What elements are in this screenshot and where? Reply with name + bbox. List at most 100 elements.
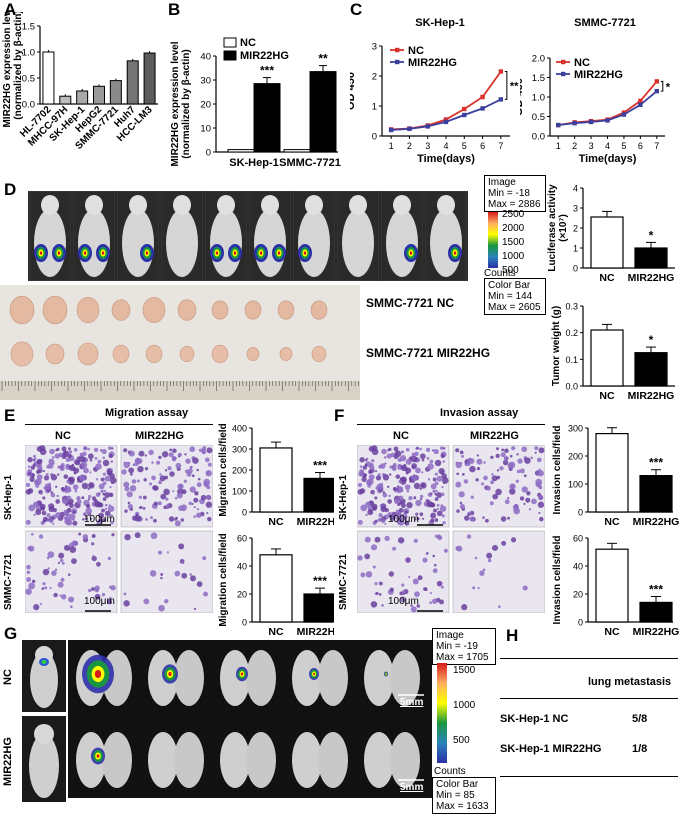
stained-cell: [495, 488, 502, 496]
g-mouse-mir22hg: [22, 716, 66, 802]
stained-cell: [523, 474, 527, 478]
stained-cell: [91, 587, 95, 591]
stained-cell: [496, 469, 500, 472]
bar: [590, 216, 624, 269]
stained-cell: [510, 483, 516, 489]
tumor: [244, 300, 262, 320]
luminescence-signal: [57, 251, 61, 255]
stained-cell: [61, 446, 67, 452]
stained-cell: [102, 459, 110, 467]
stained-cell: [197, 477, 201, 481]
lung-lobe: [220, 650, 250, 706]
stained-cell: [365, 513, 368, 517]
tumor: [211, 344, 229, 364]
migration-row-smmc7721: SMMC-7721: [3, 530, 21, 610]
g-scale-1: 5mm: [400, 697, 424, 708]
stained-cell: [89, 458, 93, 462]
stained-cell: [372, 492, 375, 495]
d-colorbar-bottom-max: Max = 2605: [488, 302, 541, 313]
stained-cell: [28, 472, 32, 476]
y-axis-label: Migration cells/field: [218, 533, 229, 626]
stained-cell: [104, 507, 108, 511]
stained-cell: [495, 453, 500, 459]
stained-cell: [411, 475, 418, 482]
y-tick-label: 1.0: [532, 93, 545, 104]
stained-cell: [388, 494, 391, 498]
stained-cell: [49, 586, 52, 590]
panel-letter-c: C: [350, 0, 363, 19]
stained-cell: [94, 593, 101, 600]
lung-lobe: [318, 650, 348, 706]
stained-cell: [434, 459, 442, 467]
stained-cell: [370, 601, 378, 608]
stained-cell: [475, 478, 479, 482]
tumor: [111, 299, 131, 321]
stained-cell: [379, 504, 383, 507]
stained-cell: [384, 522, 387, 525]
g-colorbar-min: Min = -19: [436, 641, 478, 652]
migration-row-skhep1: SK-Hep-1: [3, 450, 21, 530]
stained-cell: [134, 458, 142, 465]
x-tick-label: 7: [654, 141, 659, 151]
stained-cell: [469, 516, 475, 522]
y-tick-label: 20: [237, 590, 247, 600]
stained-cell: [433, 448, 439, 455]
stained-cell: [166, 551, 170, 554]
stained-cell: [519, 496, 525, 501]
stained-cell: [33, 604, 40, 611]
stained-cell: [57, 581, 64, 588]
stained-cell: [124, 509, 128, 513]
metastasis-signal: [240, 672, 244, 676]
stained-cell: [374, 536, 381, 543]
stained-cell: [121, 469, 127, 475]
stained-cell: [526, 491, 531, 496]
stained-cell: [91, 496, 97, 501]
significance-label: *: [649, 228, 654, 242]
stained-cell: [142, 506, 146, 510]
stained-cell: [25, 482, 31, 488]
stained-cell: [160, 576, 163, 580]
stained-cell: [430, 492, 433, 495]
stained-cell: [470, 495, 474, 499]
stained-cell: [421, 471, 424, 474]
stained-cell: [32, 463, 36, 467]
mouse-head: [261, 195, 279, 215]
stained-cell: [160, 573, 164, 576]
luminescence-signal: [409, 251, 413, 255]
stained-cell: [432, 489, 436, 493]
g-scale-2: 5mm: [400, 782, 424, 793]
stained-cell: [364, 463, 368, 467]
stained-cell: [511, 446, 516, 451]
stained-cell: [150, 532, 158, 540]
stained-cell: [378, 592, 382, 596]
stained-cell: [491, 473, 494, 476]
stained-cell: [56, 494, 59, 498]
stained-cell: [479, 570, 485, 576]
lung-lobe: [148, 732, 178, 788]
stained-cell: [87, 447, 90, 451]
stained-cell: [421, 458, 425, 462]
stained-cell: [404, 520, 410, 526]
stained-cell: [74, 489, 78, 493]
stained-cell: [50, 492, 56, 498]
mice-bioluminescence-image: [28, 190, 468, 282]
stained-cell: [425, 552, 429, 556]
stained-cell: [53, 592, 58, 598]
stained-cell: [538, 511, 541, 514]
g-colorbar-tick-500: 500: [453, 735, 470, 746]
stained-cell: [67, 573, 71, 576]
stained-cell: [205, 501, 213, 508]
migration-title: Migration assay: [105, 407, 189, 419]
stained-cell: [63, 474, 69, 479]
tumor-label-mir22hg: SMMC-7721 MIR22HG: [366, 346, 491, 360]
bar: [126, 60, 139, 105]
stained-cell: [359, 457, 365, 463]
stained-cell: [142, 495, 147, 500]
stained-cell: [188, 501, 192, 505]
d-colorbar-max: Max = 2886: [488, 199, 541, 210]
bar: [595, 548, 629, 623]
y-tick-label: 300: [568, 424, 583, 434]
mouse-body: [78, 209, 110, 277]
stained-cell: [62, 498, 68, 505]
stained-cell: [191, 502, 194, 505]
